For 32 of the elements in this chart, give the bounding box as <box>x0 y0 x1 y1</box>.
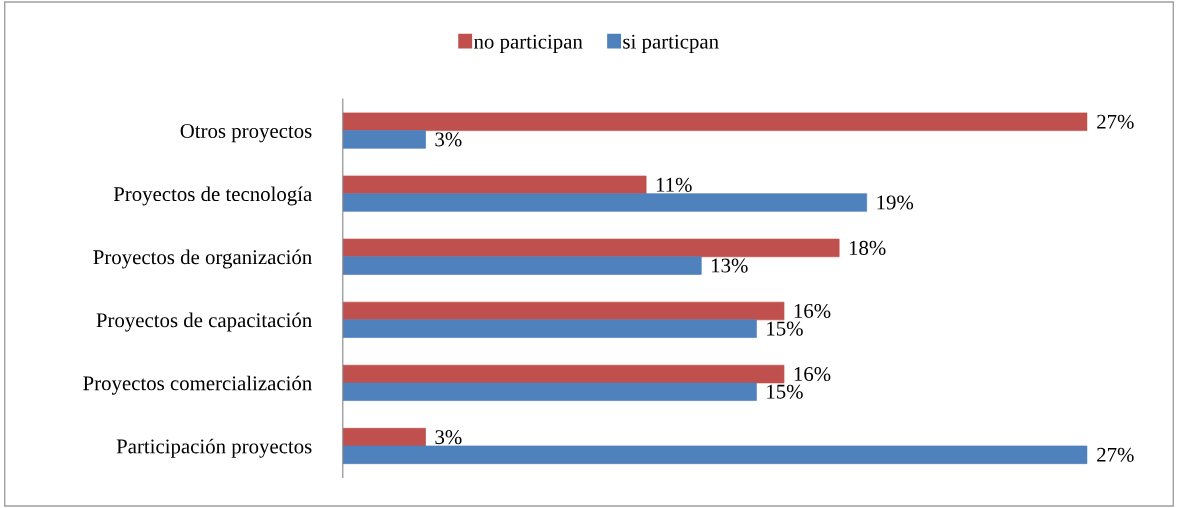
bar <box>342 382 757 401</box>
bar <box>342 130 426 149</box>
data-label: 15% <box>767 384 803 399</box>
y-tick-label: Participación proyectos <box>116 438 312 458</box>
bar <box>342 301 785 321</box>
bar <box>342 112 1088 131</box>
data-label: 18% <box>849 240 886 255</box>
y-tick-label: Otros proyectos <box>180 124 312 143</box>
bar <box>342 319 757 338</box>
legend-label: no participan <box>474 34 583 53</box>
data-label: 13% <box>712 258 748 273</box>
bar <box>342 427 426 447</box>
bar <box>342 175 647 195</box>
data-label: 16% <box>794 303 831 319</box>
data-label: 11% <box>656 177 692 192</box>
y-tick-label: Proyectos comercialización <box>83 375 312 395</box>
data-label: 3% <box>435 132 462 147</box>
data-label: 3% <box>435 430 462 445</box>
data-label: 27% <box>1097 114 1134 129</box>
data-label: 27% <box>1097 447 1134 462</box>
bar <box>342 364 785 384</box>
y-tick-label: Proyectos de capacitación <box>96 312 312 332</box>
y-tick-label: Proyectos de tecnología <box>113 186 312 206</box>
y-tick-label: Proyectos de organización <box>93 249 312 269</box>
bar <box>342 238 840 258</box>
data-label: 19% <box>877 195 914 210</box>
legend-label: si particpan <box>623 34 719 53</box>
bar <box>342 193 868 212</box>
data-label: 16% <box>794 367 831 382</box>
bar <box>342 445 1088 464</box>
data-label: 15% <box>767 321 803 336</box>
bar <box>342 256 702 275</box>
